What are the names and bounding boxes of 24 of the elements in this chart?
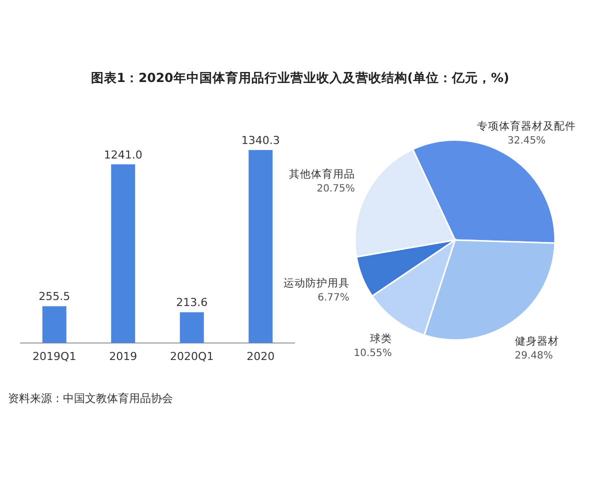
bar — [111, 164, 136, 343]
bar — [248, 150, 273, 343]
data-label: 255.5 — [38, 290, 70, 304]
slice-label: 球类 — [370, 332, 392, 345]
data-label: 32.45% — [508, 135, 546, 146]
chart-title: 图表1：2020年中国体育用品行业营业收入及营收结构(单位：亿元，%) — [90, 70, 510, 85]
x-tick-label: 2019Q1 — [32, 350, 76, 363]
data-label: 6.77% — [318, 292, 350, 304]
slice-label: 专项体育器材及配件 — [477, 119, 576, 132]
text: 资料来源：中国文教体育用品协会 — [8, 392, 173, 405]
bar — [42, 306, 66, 343]
data-label: 10.55% — [354, 348, 392, 359]
x-tick-label: 2020Q1 — [170, 350, 214, 363]
data-label: 1340.3 — [241, 134, 280, 147]
x-tick-label: 2019 — [109, 350, 138, 363]
x-tick-label: 2020 — [246, 350, 275, 363]
bar — [180, 312, 204, 343]
data-label: 29.48% — [514, 350, 553, 362]
data-label: 213.6 — [176, 296, 208, 310]
data-label: 1241.0 — [104, 148, 142, 162]
slice-label: 其他体育用品 — [288, 168, 355, 181]
slice-label: 健身器材 — [514, 334, 559, 348]
data-label: 20.75% — [316, 184, 355, 195]
slice-label: 运动防护用具 — [283, 276, 350, 290]
